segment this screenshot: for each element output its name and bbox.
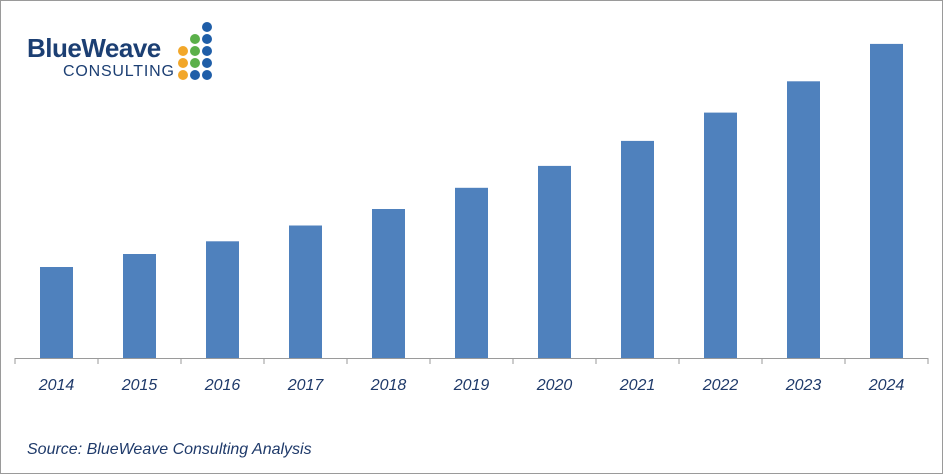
x-tick-label-2014: 2014 xyxy=(38,377,75,394)
x-tick-label-2024: 2024 xyxy=(868,377,905,394)
logo-sub-text: CONSULTING xyxy=(63,63,175,80)
logo-dot-green xyxy=(190,34,200,44)
x-tick-label-2018: 2018 xyxy=(370,377,407,394)
bar-2024 xyxy=(870,43,903,359)
bar-2022 xyxy=(704,112,737,358)
x-tick-label-2016: 2016 xyxy=(204,377,241,394)
bar-2017 xyxy=(289,225,322,358)
logo-dot-orange xyxy=(178,58,188,68)
logo-brand-text: BlueWeave xyxy=(27,33,161,63)
source-caption: Source: BlueWeave Consulting Analysis xyxy=(27,441,312,458)
x-tick-label-2015: 2015 xyxy=(121,377,158,394)
bar-2015 xyxy=(123,254,156,358)
logo-dot-blue xyxy=(202,70,212,80)
company-logo: BlueWeave CONSULTING xyxy=(19,19,224,85)
logo-dot-orange xyxy=(178,70,188,80)
x-tick-label-2023: 2023 xyxy=(785,377,822,394)
bar-2021 xyxy=(621,140,654,358)
x-tick-label-2021: 2021 xyxy=(619,377,656,394)
logo-dot-orange xyxy=(178,46,188,56)
bar-2020 xyxy=(538,165,571,358)
bar-2018 xyxy=(372,209,405,358)
logo-dot-blue xyxy=(202,58,212,68)
logo-dot-green xyxy=(190,58,200,68)
logo-dot-blue xyxy=(190,70,200,80)
logo-dot-blue xyxy=(202,34,212,44)
logo-dot-blue xyxy=(202,46,212,56)
bar-2019 xyxy=(455,187,488,358)
x-tick-label-2019: 2019 xyxy=(453,377,490,394)
x-tick-label-2020: 2020 xyxy=(536,377,573,394)
logo-dot-blue xyxy=(202,22,212,32)
x-tick-label-2022: 2022 xyxy=(702,377,739,394)
x-tick-label-2017: 2017 xyxy=(287,377,325,394)
bar-2023 xyxy=(787,81,820,359)
bar-2016 xyxy=(206,241,239,358)
logo-dots-icon xyxy=(178,22,212,80)
bar-2014 xyxy=(40,267,73,358)
logo-dot-green xyxy=(190,46,200,56)
